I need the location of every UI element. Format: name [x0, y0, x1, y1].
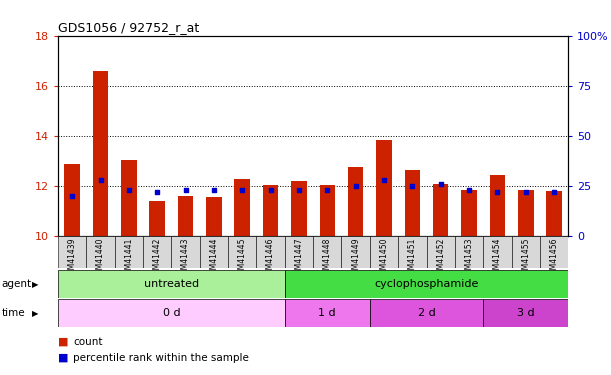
Text: GSM41451: GSM41451	[408, 238, 417, 279]
Bar	[426, 236, 455, 268]
Point	[294, 187, 304, 193]
Bar	[370, 299, 483, 327]
Text: untreated: untreated	[144, 279, 199, 289]
Point	[492, 189, 502, 195]
Text: cyclophosphamide: cyclophosphamide	[375, 279, 478, 289]
Text: time: time	[2, 308, 26, 318]
Point	[408, 183, 417, 189]
Point	[549, 189, 559, 195]
Bar	[143, 236, 172, 268]
Bar	[86, 236, 115, 268]
Point	[521, 189, 530, 195]
Text: GSM41445: GSM41445	[238, 238, 247, 279]
Bar	[64, 164, 80, 236]
Text: GSM41440: GSM41440	[96, 238, 105, 279]
Text: ▶: ▶	[32, 309, 38, 318]
Text: 2 d: 2 d	[418, 308, 436, 318]
Bar	[93, 71, 108, 236]
Bar	[58, 299, 285, 327]
Bar	[320, 185, 335, 236]
Text: count: count	[73, 337, 103, 347]
Text: agent: agent	[2, 279, 32, 289]
Point	[67, 193, 77, 199]
Bar	[376, 140, 392, 236]
Text: GSM41453: GSM41453	[464, 238, 474, 279]
Point	[323, 187, 332, 193]
Text: GSM41441: GSM41441	[125, 238, 133, 279]
Point	[238, 187, 247, 193]
Bar	[455, 236, 483, 268]
Bar	[342, 236, 370, 268]
Bar	[115, 236, 143, 268]
Text: ■: ■	[58, 353, 68, 363]
Bar	[235, 178, 250, 236]
Point	[351, 183, 360, 189]
Point	[124, 187, 134, 193]
Text: GDS1056 / 92752_r_at: GDS1056 / 92752_r_at	[58, 21, 199, 34]
Bar	[348, 167, 364, 236]
Bar	[178, 196, 194, 236]
Text: GSM41456: GSM41456	[549, 238, 558, 279]
Text: GSM41455: GSM41455	[521, 238, 530, 279]
Text: GSM41443: GSM41443	[181, 238, 190, 279]
Text: GSM41448: GSM41448	[323, 238, 332, 279]
Point	[209, 187, 219, 193]
Bar	[285, 299, 370, 327]
Bar	[540, 236, 568, 268]
Bar	[206, 197, 222, 236]
Bar	[404, 170, 420, 236]
Text: GSM41452: GSM41452	[436, 238, 445, 279]
Point	[152, 189, 162, 195]
Text: percentile rank within the sample: percentile rank within the sample	[73, 353, 249, 363]
Bar	[200, 236, 228, 268]
Point	[181, 187, 191, 193]
Text: ▶: ▶	[32, 280, 38, 289]
Text: GSM41439: GSM41439	[68, 238, 77, 279]
Text: GSM41447: GSM41447	[295, 238, 304, 279]
Text: GSM41450: GSM41450	[379, 238, 389, 279]
Bar	[398, 236, 426, 268]
Text: 1 d: 1 d	[318, 308, 336, 318]
Text: GSM41449: GSM41449	[351, 238, 360, 279]
Point	[96, 177, 106, 183]
Bar	[150, 201, 165, 236]
Bar	[58, 270, 285, 298]
Bar	[370, 236, 398, 268]
Text: 0 d: 0 d	[163, 308, 180, 318]
Bar	[518, 190, 533, 236]
Bar	[172, 236, 200, 268]
Point	[464, 187, 474, 193]
Text: GSM41442: GSM41442	[153, 238, 162, 279]
Bar	[489, 175, 505, 236]
Text: GSM41444: GSM41444	[210, 238, 219, 279]
Bar	[285, 236, 313, 268]
Bar	[291, 181, 307, 236]
Bar	[58, 236, 86, 268]
Bar	[461, 190, 477, 236]
Bar	[257, 236, 285, 268]
Bar	[121, 160, 137, 236]
Point	[436, 181, 445, 187]
Bar	[546, 191, 562, 236]
Bar	[433, 184, 448, 236]
Bar	[511, 236, 540, 268]
Bar	[228, 236, 257, 268]
Text: GSM41454: GSM41454	[493, 238, 502, 279]
Text: ■: ■	[58, 337, 68, 347]
Text: GSM41446: GSM41446	[266, 238, 275, 279]
Point	[266, 187, 276, 193]
Bar	[313, 236, 342, 268]
Bar	[285, 270, 568, 298]
Bar	[263, 185, 279, 236]
Bar	[483, 236, 511, 268]
Point	[379, 177, 389, 183]
Text: 3 d: 3 d	[517, 308, 535, 318]
Bar	[483, 299, 568, 327]
